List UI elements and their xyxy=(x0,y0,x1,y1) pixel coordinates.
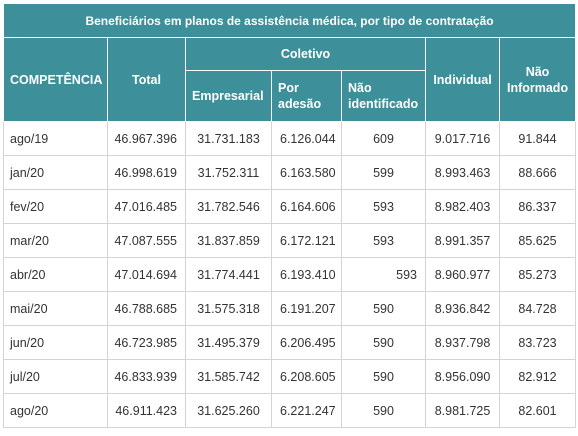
table-row: jan/20 46.998.619 31.752.311 6.163.580 599 8.… xyxy=(3,155,577,190)
cell-por-adesao: 6.172.121 xyxy=(271,223,342,258)
beneficiarios-table-container: Beneficiários em planos de assistência m… xyxy=(2,3,577,428)
cell-empresarial: 31.774.441 xyxy=(185,257,272,292)
cell-nao-identificado: 590 xyxy=(341,291,426,326)
cell-individual: 8.936.842 xyxy=(425,291,500,326)
cell-individual: 8.981.725 xyxy=(425,393,500,428)
cell-por-adesao: 6.126.044 xyxy=(271,121,342,156)
table-row: jul/20 46.833.939 31.585.742 6.208.605 590 8.… xyxy=(3,359,577,394)
table-body: ago/19 46.967.396 31.731.183 6.126.044 609 9.… xyxy=(3,121,577,428)
table-row: mai/20 46.788.685 31.575.318 6.191.207 590 8.… xyxy=(3,291,577,326)
cell-por-adesao: 6.221.247 xyxy=(271,393,342,428)
cell-individual: 9.017.716 xyxy=(425,121,500,156)
cell-por-adesao: 6.163.580 xyxy=(271,155,342,190)
header-total: Total xyxy=(107,37,186,122)
table-row: fev/20 47.016.485 31.782.546 6.164.606 593 8.… xyxy=(3,189,577,224)
cell-empresarial: 31.837.859 xyxy=(185,223,272,258)
cell-total: 46.723.985 xyxy=(107,325,186,360)
cell-nao-identificado: 599 xyxy=(341,155,426,190)
cell-nao-identificado: 590 xyxy=(341,359,426,394)
cell-individual: 8.956.090 xyxy=(425,359,500,394)
table-row: ago/19 46.967.396 31.731.183 6.126.044 609 9.… xyxy=(3,121,577,156)
cell-competencia: mai/20 xyxy=(3,291,108,326)
cell-nao-identificado: 593 xyxy=(341,189,426,224)
cell-empresarial: 31.575.318 xyxy=(185,291,272,326)
cell-competencia: jun/20 xyxy=(3,325,108,360)
cell-individual: 8.937.798 xyxy=(425,325,500,360)
cell-empresarial: 31.752.311 xyxy=(185,155,272,190)
cell-nao-informado: 83.723 xyxy=(498,325,577,360)
cell-nao-informado: 86.337 xyxy=(498,189,577,224)
header-nao-identificado: Não identificado xyxy=(341,70,426,122)
cell-total: 46.998.619 xyxy=(107,155,186,190)
cell-nao-informado: 88.666 xyxy=(498,155,577,190)
cell-por-adesao: 6.191.207 xyxy=(271,291,342,326)
header-coletivo: Coletivo xyxy=(185,37,426,71)
cell-nao-informado: 84.728 xyxy=(498,291,577,326)
cell-individual: 8.993.463 xyxy=(425,155,500,190)
header-individual: Individual xyxy=(425,37,500,122)
cell-nao-identificado: 590 xyxy=(341,325,426,360)
cell-individual: 8.982.403 xyxy=(425,189,500,224)
cell-por-adesao: 6.164.606 xyxy=(271,189,342,224)
cell-total: 47.014.694 xyxy=(107,257,186,292)
cell-competencia: ago/19 xyxy=(3,121,108,156)
cell-nao-informado: 82.912 xyxy=(498,359,577,394)
cell-total: 47.016.485 xyxy=(107,189,186,224)
cell-competencia: jan/20 xyxy=(3,155,108,190)
cell-competencia: fev/20 xyxy=(3,189,108,224)
cell-por-adesao: 6.206.495 xyxy=(271,325,342,360)
cell-competencia: abr/20 xyxy=(3,257,108,292)
cell-nao-identificado: 593 xyxy=(341,257,426,292)
cell-individual: 8.991.357 xyxy=(425,223,500,258)
cell-empresarial: 31.495.379 xyxy=(185,325,272,360)
cell-por-adesao: 6.208.605 xyxy=(271,359,342,394)
cell-nao-identificado: 593 xyxy=(341,223,426,258)
cell-total: 46.788.685 xyxy=(107,291,186,326)
cell-empresarial: 31.731.183 xyxy=(185,121,272,156)
cell-por-adesao: 6.193.410 xyxy=(271,257,342,292)
cell-total: 47.087.555 xyxy=(107,223,186,258)
cell-total: 46.833.939 xyxy=(107,359,186,394)
header-por-adesao: Por adesão xyxy=(271,70,342,122)
cell-nao-informado: 82.601 xyxy=(498,393,577,428)
table-row: jun/20 46.723.985 31.495.379 6.206.495 590 8.… xyxy=(3,325,577,360)
cell-total: 46.967.396 xyxy=(107,121,186,156)
cell-nao-identificado: 609 xyxy=(341,121,426,156)
header-nao-informado: Não Informado xyxy=(498,37,577,122)
cell-nao-informado: 85.273 xyxy=(498,257,577,292)
cell-individual: 8.960.977 xyxy=(425,257,500,292)
cell-empresarial: 31.782.546 xyxy=(185,189,272,224)
table-row: abr/20 47.014.694 31.774.441 6.193.410 593 8.… xyxy=(3,257,577,292)
cell-total: 46.911.423 xyxy=(107,393,186,428)
header-competencia: COMPETÊNCIA xyxy=(3,37,108,122)
header-empresarial: Empresarial xyxy=(185,70,272,122)
beneficiarios-table: Beneficiários em planos de assistência m… xyxy=(2,3,577,428)
cell-empresarial: 31.585.742 xyxy=(185,359,272,394)
table-row: mar/20 47.087.555 31.837.859 6.172.121 593 8.… xyxy=(3,223,577,258)
cell-nao-informado: 85.625 xyxy=(498,223,577,258)
cell-competencia: jul/20 xyxy=(3,359,108,394)
table-row: ago/20 46.911.423 31.625.260 6.221.247 590 8.… xyxy=(3,393,577,428)
cell-nao-informado: 91.844 xyxy=(498,121,577,156)
cell-competencia: ago/20 xyxy=(3,393,108,428)
cell-nao-identificado: 590 xyxy=(341,393,426,428)
cell-competencia: mar/20 xyxy=(3,223,108,258)
cell-empresarial: 31.625.260 xyxy=(185,393,272,428)
table-title: Beneficiários em planos de assistência m… xyxy=(2,3,577,38)
